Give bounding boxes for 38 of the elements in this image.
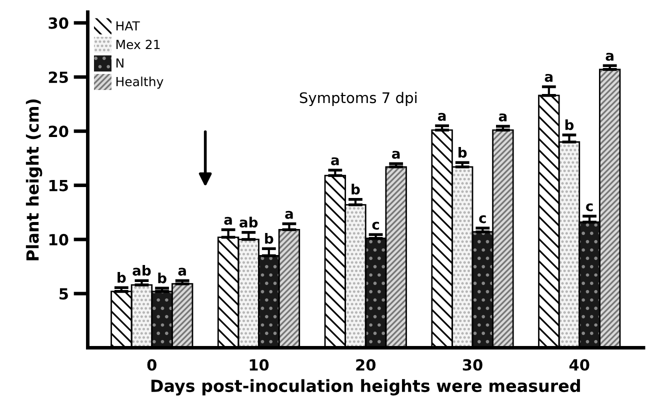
x-tick-label: 20	[356, 359, 376, 371]
y-tick-label: 30	[48, 17, 68, 29]
data-label: c	[479, 215, 486, 224]
data-label: b	[565, 119, 574, 130]
x-tick-label: 0	[147, 359, 156, 371]
data-label: a	[498, 113, 507, 122]
y-tick-label: 25	[48, 71, 68, 84]
data-label: a	[544, 74, 553, 82]
x-tick-label: 30	[462, 359, 482, 371]
x-axis-title: Days post-inoculation heights were measured	[151, 379, 580, 396]
y-tick-label: 5	[60, 288, 68, 300]
legend-label: HAT	[116, 21, 140, 30]
legend-label: Mex 21	[116, 40, 160, 50]
data-label: b	[352, 184, 360, 195]
x-tick-label: 10	[250, 359, 269, 371]
data-label: b	[265, 233, 274, 244]
data-label: c	[372, 222, 379, 230]
data-label: ab	[132, 264, 151, 276]
y-tick-label: 20	[48, 126, 68, 138]
legend-label: Healthy	[116, 76, 164, 89]
legend-label: N	[116, 58, 124, 68]
data-label: a	[178, 268, 186, 276]
data-label: a	[331, 157, 339, 166]
data-label: b	[118, 272, 126, 283]
data-label: b	[458, 146, 467, 158]
x-tick-label: 40	[569, 359, 590, 371]
y-tick-label: 15	[49, 180, 68, 192]
data-label: a	[285, 210, 293, 219]
y-tick-label: 10	[49, 234, 68, 246]
data-label: c	[586, 203, 593, 212]
annotation: Symptoms 7 dpi	[300, 92, 416, 106]
y-axis-title: Plant height (cm)	[26, 99, 42, 260]
data-label: a	[224, 216, 232, 225]
data-label: a	[606, 52, 614, 61]
data-label: a	[392, 150, 400, 159]
data-label: b	[158, 272, 166, 284]
data-label: a	[438, 112, 446, 121]
data-label: ab	[240, 216, 258, 228]
